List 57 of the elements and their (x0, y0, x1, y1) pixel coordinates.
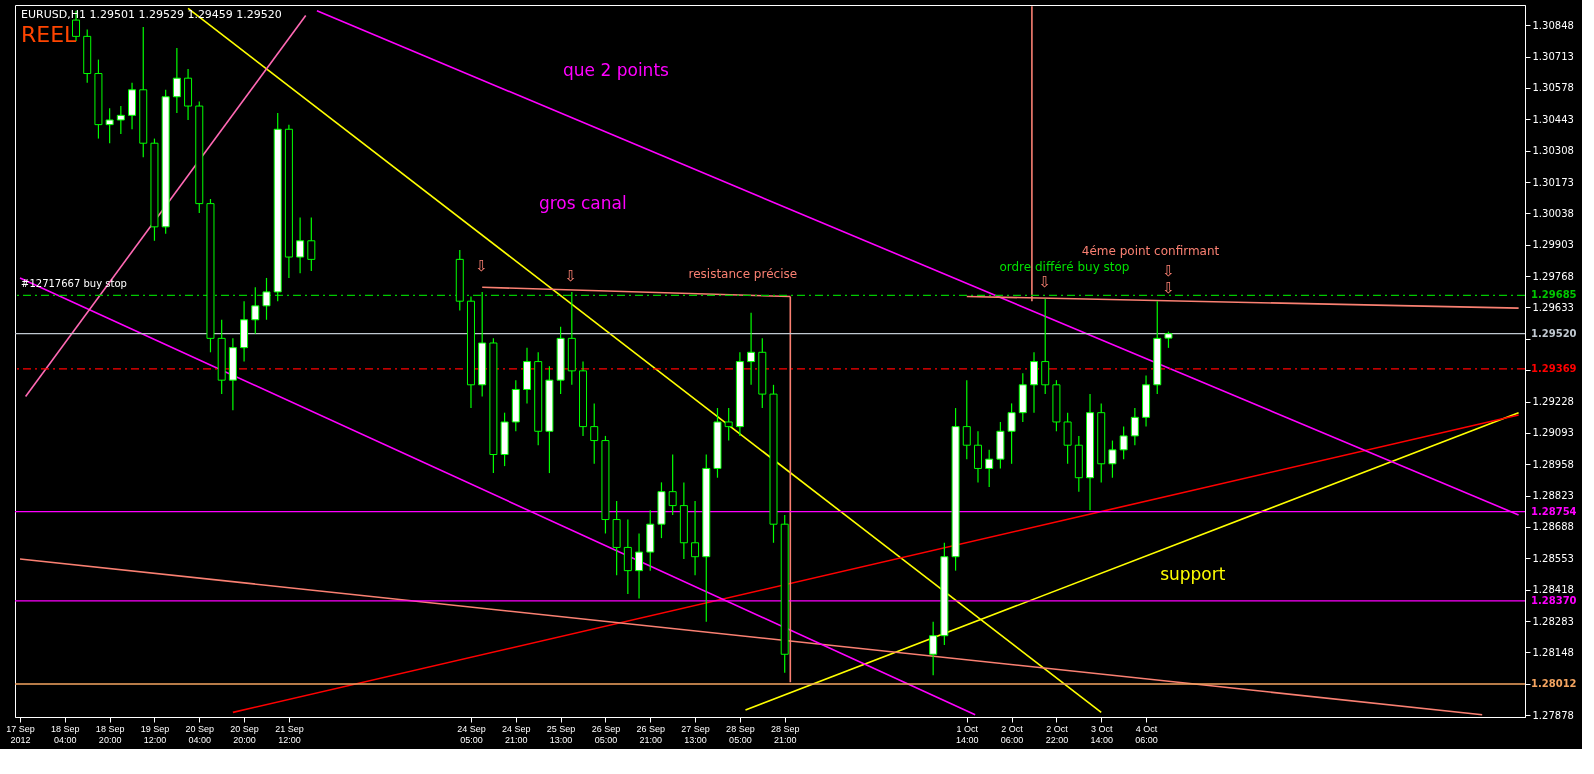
y-tick-label: 1.29903 (1532, 239, 1574, 251)
x-tick-label: 27 Sep 13:00 (681, 723, 710, 745)
x-tick-label: 25 Sep 13:00 (546, 723, 576, 745)
x-tick-label: 20 Sep 04:00 (185, 723, 215, 745)
annotation: ⇩ (1162, 279, 1175, 298)
annotation: resistance précise (688, 267, 798, 282)
annotation: que 2 points (563, 60, 670, 81)
y-tick-label: 1.30443 (1532, 113, 1574, 125)
x-tick-label: 28 Sep 21:00 (770, 723, 800, 745)
annotation: gros canal (538, 192, 627, 213)
ref-line-label: 1.29369 (1531, 362, 1577, 374)
annotation: ordre différé buy stop (999, 260, 1130, 275)
y-tick-label: 1.30848 (1532, 19, 1574, 31)
y-tick-label: 1.28553 (1532, 552, 1574, 564)
y-tick-label: 1.30713 (1532, 51, 1574, 63)
annotation: ⇩ (564, 267, 577, 286)
annotation: ⇩ (475, 256, 488, 275)
y-tick-label: 1.29228 (1532, 396, 1574, 408)
x-tick-label: 18 Sep 20:00 (95, 723, 125, 745)
y-tick-label: 1.30038 (1532, 207, 1574, 219)
x-tick-label: 28 Sep 05:00 (726, 723, 755, 745)
y-tick-label: 1.30308 (1532, 145, 1574, 157)
x-tick-label: 4 Oct 06:00 (1135, 723, 1158, 745)
y-tick-label: 1.28283 (1532, 615, 1574, 627)
annotation: support (1160, 563, 1226, 584)
x-tick-label: 2 Oct 22:00 (1045, 723, 1069, 745)
y-tick-label: 1.27878 (1532, 709, 1574, 721)
y-tick-label: 1.28958 (1532, 458, 1574, 470)
annotation: ⇩ (1162, 262, 1175, 281)
annotation: ⇩ (1038, 272, 1052, 291)
x-tick-label: 1 Oct 14:00 (956, 723, 979, 745)
y-tick-label: 1.28418 (1532, 584, 1574, 596)
y-tick-label: 1.30578 (1532, 82, 1574, 94)
y-tick-label: 1.29768 (1532, 270, 1574, 282)
x-tick-label: 19 Sep 12:00 (140, 723, 170, 745)
ref-line-label: 1.29685 (1531, 289, 1577, 301)
x-tick-label: 17 Sep 2012 (6, 723, 35, 745)
x-tick-label: 21 Sep 12:00 (275, 723, 304, 745)
x-tick-label: 26 Sep 05:00 (591, 723, 621, 745)
y-tick-label: 1.29633 (1532, 301, 1574, 313)
y-tick-label: 1.28688 (1532, 521, 1574, 533)
x-tick-label: 24 Sep 05:00 (457, 723, 486, 745)
x-tick-label: 20 Sep 20:00 (230, 723, 259, 745)
y-tick-label: 1.28148 (1532, 646, 1574, 658)
x-tick-label: 3 Oct 14:00 (1090, 723, 1113, 745)
ref-line-label: 1.29520 (1531, 327, 1577, 339)
x-tick-label: 18 Sep 04:00 (51, 723, 80, 745)
ref-line-label: 1.28012 (1531, 678, 1577, 690)
x-tick-label: 24 Sep 21:00 (502, 723, 531, 745)
y-tick-label: 1.30173 (1532, 176, 1574, 188)
x-tick-label: 2 Oct 06:00 (1000, 723, 1024, 745)
y-tick-label: 1.28823 (1532, 490, 1574, 502)
x-tick-label: 26 Sep 21:00 (636, 723, 666, 745)
ref-line-label: 1.28754 (1531, 505, 1577, 517)
annotation: 4éme point confirmant (1081, 243, 1220, 258)
y-tick-label: 1.29093 (1532, 427, 1574, 439)
ref-line-label: 1.28370 (1531, 594, 1577, 606)
